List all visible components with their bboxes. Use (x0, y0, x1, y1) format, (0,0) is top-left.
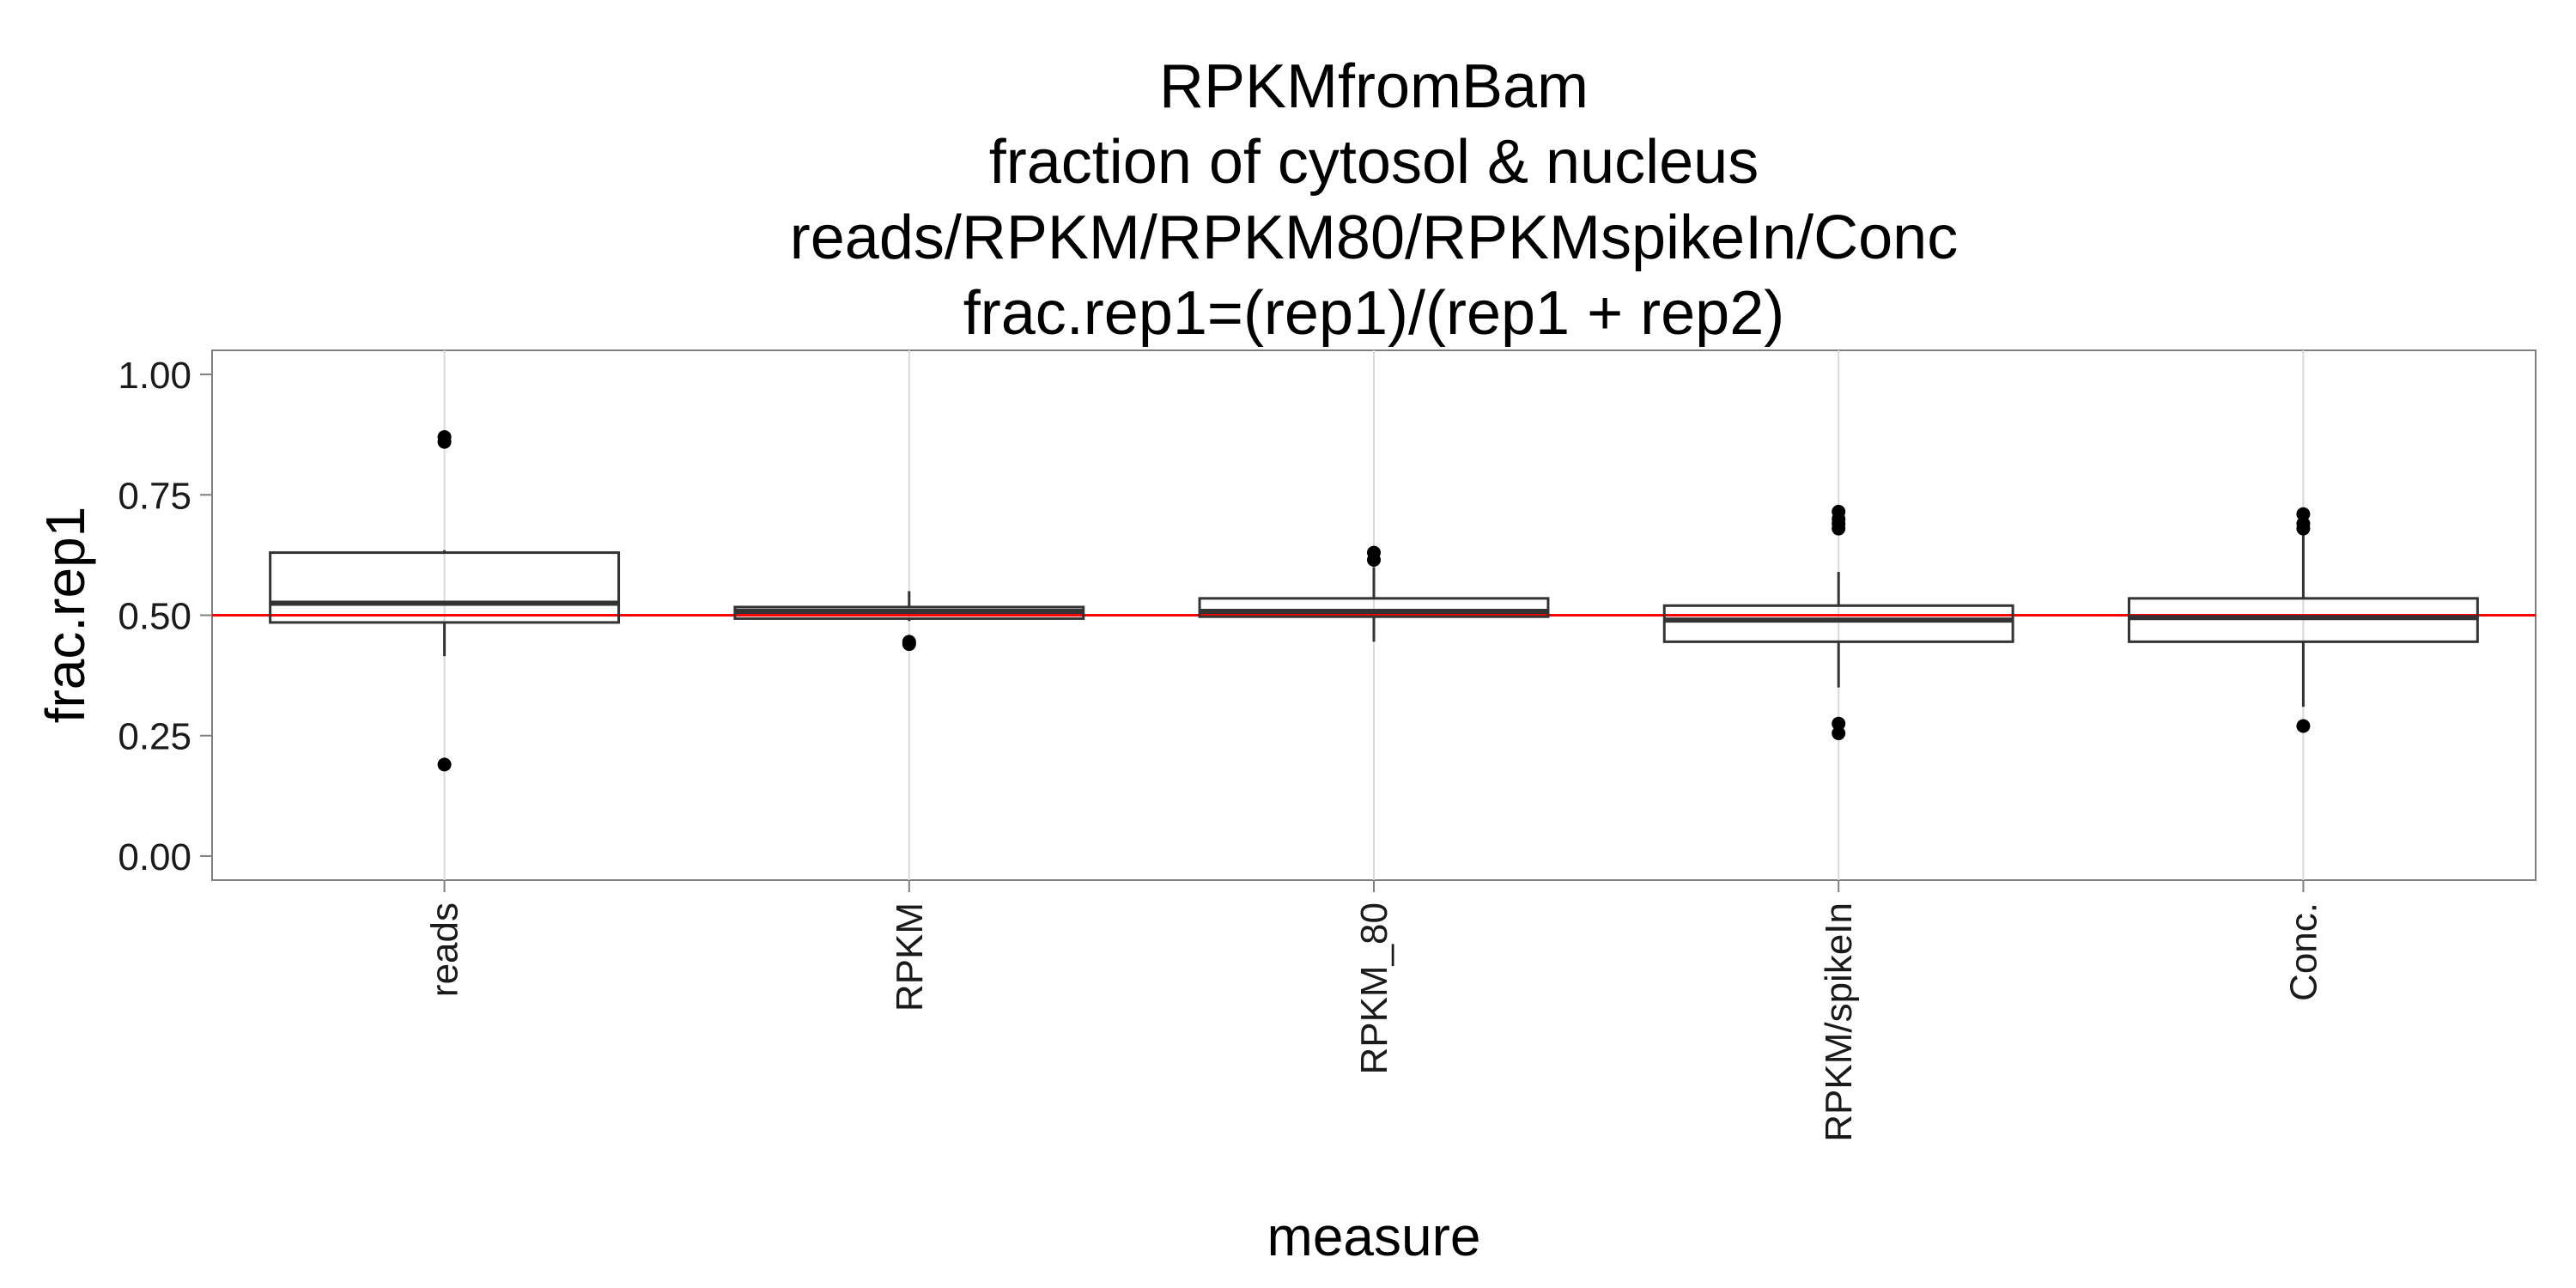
outlier-point (2296, 719, 2311, 733)
outlier-point (902, 635, 916, 649)
outlier-point (1832, 716, 1846, 731)
outlier-point (2296, 507, 2311, 521)
box-group-0 (269, 429, 621, 772)
x-tick-label: RPKM_80 (1353, 902, 1395, 1075)
title-line-2: fraction of cytosol & nucleus (989, 128, 1759, 197)
x-axis: reads RPKM RPKM_80 RPKM/spikeIn Conc. (424, 880, 2324, 1142)
boxes (269, 429, 2479, 772)
y-tick-label: 0.00 (118, 836, 191, 878)
outlier-point (1367, 545, 1381, 560)
y-tick-label: 1.00 (118, 355, 191, 397)
title-line-1: RPKMfromBam (1159, 52, 1589, 121)
box-group-4 (2127, 507, 2479, 733)
outlier-point (2296, 516, 2311, 531)
x-tick-label: RPKM/spikeIn (1818, 902, 1860, 1142)
x-axis-title: measure (1267, 1206, 1481, 1267)
x-tick-label: Conc. (2282, 902, 2324, 1001)
box-group-3 (1662, 504, 2014, 740)
outlier-point (1832, 504, 1846, 519)
box-body (1198, 597, 1550, 618)
y-tick-label: 0.25 (118, 716, 191, 758)
x-tick-label: reads (424, 902, 466, 997)
outlier-point (437, 757, 452, 772)
box-group-2 (1198, 545, 1550, 642)
y-tick-label: 0.75 (118, 475, 191, 517)
box-group-1 (733, 591, 1085, 652)
title-line-3: reads/RPKM/RPKM80/RPKMspikeIn/Conc (790, 204, 1958, 272)
box-body (269, 551, 621, 624)
y-axis: 0.00 0.25 0.50 0.75 1.00 (118, 355, 212, 878)
y-axis-title: frac.rep1 (34, 507, 96, 724)
x-tick-label: RPKM (889, 902, 931, 1012)
outlier-point (1832, 726, 1846, 740)
y-tick-label: 0.50 (118, 596, 191, 638)
chart-title: RPKMfromBam fraction of cytosol & nucleu… (790, 52, 1958, 348)
box-body (1662, 604, 2014, 643)
title-line-4: frac.rep1=(rep1)/(rep1 + rep2) (963, 279, 1784, 348)
outlier-point (437, 429, 452, 444)
